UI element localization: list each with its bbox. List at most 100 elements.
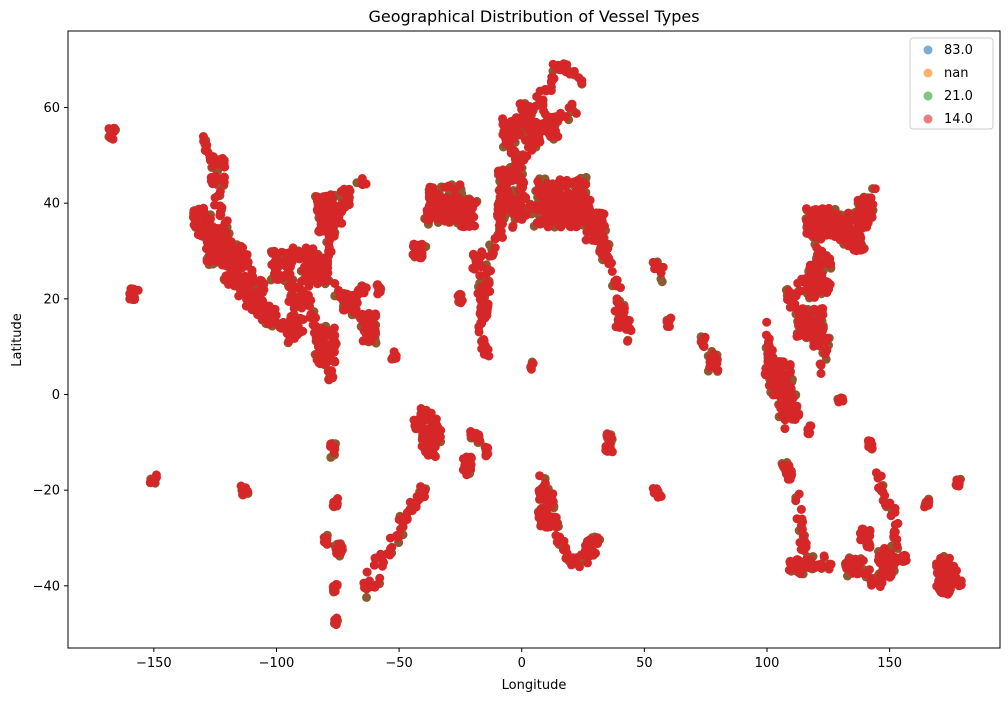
data-point [127, 295, 137, 304]
data-point [606, 432, 616, 442]
x-tick-label: 100 [755, 656, 780, 671]
data-point [845, 229, 855, 239]
data-point [802, 308, 812, 318]
data-point [339, 203, 349, 213]
data-point [496, 191, 506, 201]
data-point [787, 561, 797, 571]
data-point [866, 573, 876, 583]
data-point [108, 134, 118, 144]
data-point [202, 140, 212, 150]
data-point [229, 275, 239, 285]
data-point [576, 178, 586, 188]
data-point [596, 243, 606, 252]
data-point [543, 222, 553, 232]
data-point [193, 209, 203, 219]
data-point [581, 545, 591, 555]
data-point [413, 496, 423, 506]
data-point [317, 324, 327, 334]
data-point [236, 481, 246, 491]
data-point [213, 227, 223, 237]
data-point [574, 211, 583, 221]
data-point [870, 184, 880, 194]
data-point [392, 531, 402, 540]
data-point [795, 564, 804, 574]
data-point [326, 349, 336, 359]
data-point [795, 305, 805, 315]
data-point [585, 195, 595, 205]
data-point [216, 207, 225, 217]
data-point [425, 182, 435, 192]
data-point [826, 230, 836, 240]
data-point [447, 208, 457, 218]
data-point [342, 192, 352, 202]
data-point [242, 285, 252, 295]
data-point [657, 277, 667, 287]
data-point [811, 267, 821, 277]
data-point [785, 361, 795, 371]
data-point [312, 205, 322, 215]
data-point [417, 441, 427, 451]
x-tick-label: 0 [518, 656, 526, 671]
data-point [616, 283, 625, 293]
data-point [431, 420, 441, 430]
data-point [206, 227, 216, 237]
data-point [780, 399, 790, 409]
data-point [465, 195, 475, 205]
data-point [552, 537, 562, 547]
data-point [521, 210, 531, 220]
data-point [520, 152, 530, 162]
data-point [269, 269, 279, 279]
data-point [762, 317, 772, 327]
data-point [312, 350, 322, 359]
legend-marker-21 [923, 91, 933, 101]
data-point [222, 216, 232, 226]
data-point [952, 566, 961, 576]
data-point [863, 197, 873, 206]
data-point [210, 175, 220, 185]
data-point [337, 218, 347, 228]
data-point [524, 126, 534, 135]
data-point [567, 178, 577, 188]
data-point [585, 538, 595, 548]
data-point [532, 205, 542, 215]
data-point [789, 289, 799, 299]
data-point [856, 233, 866, 243]
data-point [797, 524, 807, 534]
data-point [424, 201, 434, 211]
data-point [767, 345, 777, 355]
data-point [901, 556, 911, 565]
data-point [545, 522, 555, 532]
data-point [465, 462, 475, 472]
data-point [198, 204, 208, 214]
data-point [517, 112, 527, 122]
data-point [342, 293, 352, 302]
data-point [597, 209, 607, 219]
data-point [207, 246, 217, 256]
data-point [794, 556, 804, 566]
data-point [581, 235, 591, 245]
data-point [782, 390, 792, 400]
data-point [369, 560, 379, 570]
data-point [822, 345, 832, 355]
data-point [482, 307, 492, 317]
data-point [487, 251, 497, 261]
legend-marker-83 [923, 45, 933, 55]
data-point [612, 294, 622, 304]
y-tick-label: 0 [52, 388, 60, 403]
data-point [362, 567, 372, 577]
data-point [562, 215, 572, 225]
data-point [803, 425, 813, 435]
data-point [478, 293, 488, 303]
y-axis-label: Latitude [10, 313, 25, 367]
data-point [493, 211, 503, 221]
data-point [799, 315, 809, 325]
data-point [308, 313, 318, 323]
data-point [816, 369, 826, 378]
data-point [321, 535, 331, 545]
data-point [430, 442, 440, 452]
data-point [613, 321, 623, 331]
data-point [495, 198, 505, 208]
data-point [867, 444, 877, 453]
data-point [572, 201, 582, 211]
